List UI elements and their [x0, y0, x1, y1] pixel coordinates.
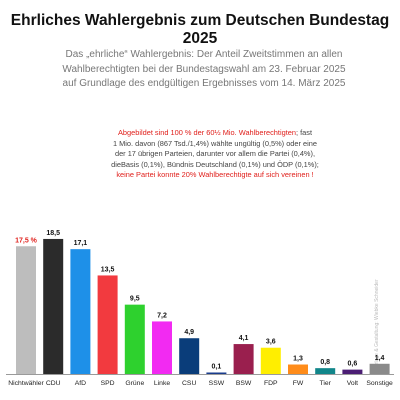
category-label-grune: Grüne	[125, 380, 144, 387]
category-label-csu: CSU	[182, 380, 196, 387]
bar-fdp	[260, 347, 281, 374]
category-label-spd: SPD	[101, 380, 115, 387]
category-labels-group: Nichtwähler CDU AfD SPD Grüne Linke CSU SSW BSW F…	[8, 380, 393, 387]
bar-ssw	[206, 372, 227, 374]
value-label-cdu: 18,5	[46, 230, 60, 237]
category-label-sonstige: Sonstige	[366, 380, 393, 387]
category-label-cdu: CDU	[46, 380, 61, 387]
category-label-nichtwahler: Nichtwähler	[8, 380, 44, 387]
note-line-5: keine Partei konnte 20% Wahlberechtigte …	[116, 170, 314, 180]
value-label-volt: 0,6	[348, 361, 358, 368]
value-label-ssw: 0,1	[212, 364, 222, 371]
bar-csu	[179, 338, 200, 374]
category-label-ssw: SSW	[209, 380, 225, 387]
value-label-csu: 4,9	[184, 329, 194, 336]
category-label-fw: FW	[293, 380, 304, 387]
value-label-spd: 13,5	[101, 266, 115, 273]
value-label-afd: 17,1	[74, 240, 88, 247]
value-label-linke: 7,2	[157, 312, 167, 319]
note-highlight-1: Abgebildet sind 100 % der 60½ Mio. Wahlb…	[117, 128, 296, 137]
bars-group	[16, 238, 390, 374]
subtitle-line-3: auf Grundlage des endgültigen Ergebnisse…	[62, 78, 346, 89]
note-line-1: Abgebildet sind 100 % der 60½ Mio. Wahlb…	[90, 128, 340, 139]
value-label-nichtwahler: 17,5 %	[15, 237, 38, 244]
category-label-linke: Linke	[154, 380, 170, 387]
note-line-2: 1 Mio. davon (867 Tsd./1,4%) wählte ungü…	[112, 138, 318, 148]
chart-subtitle: Das „ehrliche“ Wahlergebnis: Der Anteil …	[34, 48, 374, 92]
value-label-tier: 0,8	[320, 359, 330, 366]
value-label-bsw: 4,1	[239, 335, 249, 342]
value-label-grune: 9,5	[130, 296, 140, 303]
bar-bsw	[233, 344, 254, 374]
bar-sonstige	[369, 363, 390, 374]
subtitle-line-1: Das „ehrliche“ Wahlergebnis: Der Anteil …	[65, 49, 343, 60]
bar-cdu	[43, 238, 64, 374]
subtitle-line-2: Wahlberechtigten bei der Bundestagswahl …	[62, 63, 346, 75]
bar-spd	[97, 275, 118, 374]
category-label-fdp: FDP	[264, 380, 278, 387]
note-line-4: dieBasis (0,1%), Bündnis Deutschland (0,…	[111, 159, 319, 169]
value-label-fdp: 3,6	[266, 339, 276, 346]
bar-fw	[288, 364, 308, 374]
annotation-note: Abgebildet sind 100 % der 60½ Mio. Wahlb…	[90, 128, 340, 181]
bar-grune	[124, 304, 145, 374]
value-label-fw: 1,3	[293, 356, 303, 363]
bar-tier	[315, 368, 336, 374]
category-label-bsw: BSW	[236, 380, 252, 387]
category-label-tier: Tier	[319, 380, 331, 387]
chart-title: Ehrliches Wahlergebnis zum Deutschen Bun…	[10, 12, 390, 47]
bar-afd	[70, 249, 91, 374]
note-line-1-rest: ; fast	[296, 128, 313, 137]
category-label-volt: Volt	[347, 380, 358, 387]
bar-volt	[342, 369, 363, 374]
note-line-3: der 17 übrigen Parteien, darunter vor al…	[114, 149, 316, 159]
bar-linke	[152, 321, 172, 374]
category-label-afd: AfD	[75, 380, 86, 387]
bar-nichtwahler	[16, 246, 36, 374]
value-label-sonstige: 1,4	[375, 355, 385, 362]
value-labels-group: 17,5 % 18,5 17,1 13,5 9,5 7,2 4,9 0,1 4,1 3,6 1,3 0…	[15, 230, 384, 371]
